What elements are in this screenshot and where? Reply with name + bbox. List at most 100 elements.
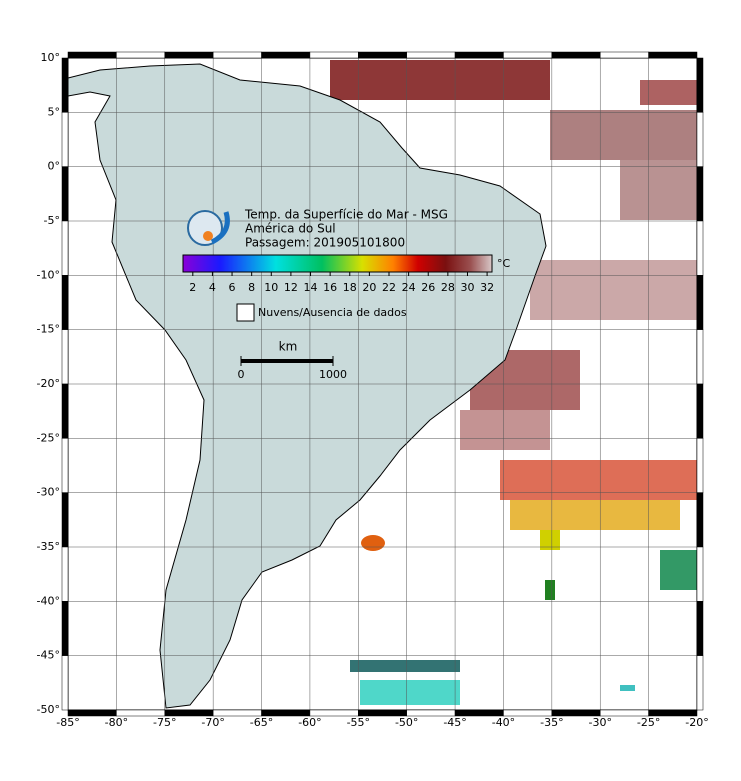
colorbar-label: 20 — [362, 281, 376, 294]
subtitle: América do Sul — [245, 222, 336, 236]
x-tick-label: -30° — [588, 716, 611, 729]
x-tick-label: -40° — [492, 716, 515, 729]
border-segment — [61, 166, 69, 222]
colorbar-label: 32 — [480, 281, 494, 294]
y-tick-label: -10° — [37, 268, 60, 281]
border-segment — [599, 51, 649, 59]
border-segment — [551, 51, 601, 59]
border-segment — [696, 166, 704, 222]
colorbar-label: 24 — [402, 281, 416, 294]
legend-label: Nuvens/Ausencia de dados — [258, 306, 407, 319]
x-tick-label: -75° — [153, 716, 176, 729]
colorbar-label: 22 — [382, 281, 396, 294]
legend-swatch — [236, 303, 255, 322]
border-segment — [67, 51, 117, 59]
y-tick-label: -20° — [37, 377, 60, 390]
colorbar-label: 18 — [343, 281, 357, 294]
border-segment — [212, 51, 262, 59]
x-tick-label: -25° — [637, 716, 660, 729]
colorbar-unit: °C — [497, 257, 511, 270]
colorbar-label: 2 — [189, 281, 196, 294]
sst-patches — [330, 60, 697, 705]
border-segment — [696, 546, 704, 602]
border-segment — [61, 383, 69, 439]
border-segment — [696, 601, 704, 656]
scale-bar-body — [241, 359, 333, 363]
colorbar — [182, 254, 493, 273]
y-tick-label: -15° — [37, 323, 60, 336]
border-segment — [164, 51, 214, 59]
border-segment — [61, 57, 69, 113]
border-segment — [696, 275, 704, 330]
border-segment — [358, 51, 407, 59]
border-segment — [696, 329, 704, 385]
scale-unit: km — [279, 340, 298, 354]
logo — [187, 210, 230, 246]
border-segment — [61, 275, 69, 330]
continent — [68, 63, 547, 709]
colorbar-label: 16 — [323, 281, 337, 294]
colorbar-label: 8 — [248, 281, 255, 294]
border-segment — [648, 51, 698, 59]
colorbar-label: 28 — [441, 281, 455, 294]
border-segment — [61, 492, 69, 548]
scale-label: 1000 — [319, 368, 347, 381]
colorbar-label: 12 — [284, 281, 298, 294]
colorbar-label: 26 — [421, 281, 435, 294]
border-segment — [61, 329, 69, 385]
y-tick-label: 5° — [48, 105, 61, 118]
x-tick-label: -70° — [201, 716, 224, 729]
y-tick-label: -45° — [37, 649, 60, 662]
x-tick-label: -85° — [56, 716, 79, 729]
border-segment — [61, 220, 69, 276]
y-tick-label: -5° — [44, 214, 60, 227]
labels: -85° -80° -75° -70° -65° -60° -55° -50° -45° -40°… — [37, 51, 709, 729]
border-segment — [454, 51, 504, 59]
border-segment — [261, 51, 311, 59]
x-tick-label: -80° — [105, 716, 128, 729]
x-tick-label: -50° — [395, 716, 418, 729]
x-tick-label: -55° — [347, 716, 370, 729]
border-segment — [696, 438, 704, 493]
y-tick-label: 10° — [41, 51, 61, 64]
border-segment — [503, 51, 553, 59]
frame-border — [61, 51, 704, 717]
y-tick-label: -30° — [37, 486, 60, 499]
border-segment — [696, 220, 704, 276]
border-segment — [648, 709, 698, 717]
border-segment — [61, 601, 69, 656]
x-tick-label: -35° — [540, 716, 563, 729]
border-segment — [61, 655, 69, 711]
pass-time: Passagem: 201905101800 — [245, 236, 405, 250]
border-segment — [61, 112, 69, 167]
border-segment — [309, 51, 359, 59]
scale-bar: 0 1000 — [238, 356, 347, 381]
graticule — [68, 58, 697, 710]
map-area — [68, 58, 697, 710]
x-tick-label: -60° — [298, 716, 321, 729]
border-segment — [696, 112, 704, 167]
colorbar-label: 4 — [209, 281, 216, 294]
colorbar-label: 30 — [460, 281, 474, 294]
x-tick-label: -20° — [685, 716, 708, 729]
border-segment — [406, 51, 456, 59]
title: Temp. da Superfície do Mar - MSG — [244, 208, 448, 222]
border-segment — [116, 51, 166, 59]
y-tick-label: -25° — [37, 431, 60, 444]
x-tick-label: -65° — [250, 716, 273, 729]
scale-label: 0 — [238, 368, 245, 381]
border-segment — [696, 57, 704, 113]
x-tick-label: -45° — [443, 716, 466, 729]
y-tick-label: 0° — [48, 160, 61, 173]
colorbar-label: 14 — [304, 281, 318, 294]
border-segment — [696, 383, 704, 439]
border-segment — [696, 492, 704, 548]
border-segment — [61, 546, 69, 602]
colorbar-label: 10 — [264, 281, 278, 294]
border-segment — [696, 655, 704, 711]
y-tick-label: -35° — [37, 540, 60, 553]
border-segment — [61, 438, 69, 493]
colorbar-label: 6 — [229, 281, 236, 294]
y-tick-label: -40° — [37, 594, 60, 607]
